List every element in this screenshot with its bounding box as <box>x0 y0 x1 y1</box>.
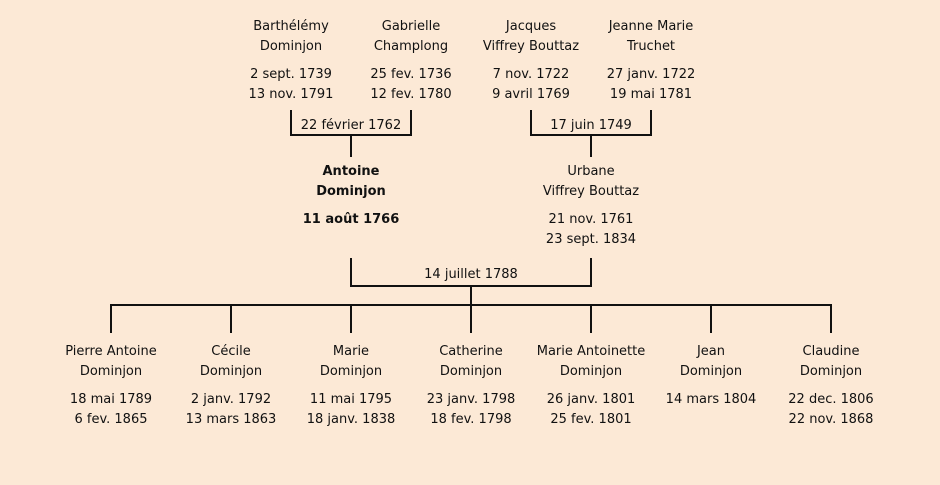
person-first-name: Marie <box>332 344 370 359</box>
person-death-date: 12 fev. 1780 <box>370 87 452 102</box>
person-death-date: 6 fev. 1865 <box>74 412 148 427</box>
person-death-date: 19 mai 1781 <box>609 87 693 102</box>
person-card-child: Cécile Dominjon 2 janv. 1792 13 mars 186… <box>151 342 311 430</box>
person-last-name: Dominjon <box>259 39 323 54</box>
person-card-child: Claudine Dominjon 22 dec. 1806 22 nov. 1… <box>751 342 911 430</box>
person-birth-date: 25 fev. 1736 <box>370 67 452 82</box>
person-last-name: Viffrey Bouttaz <box>542 184 640 199</box>
person-birth-date: 18 mai 1789 <box>69 392 153 407</box>
person-last-name: Dominjon <box>199 364 263 379</box>
person-death-date: 18 janv. 1838 <box>306 412 396 427</box>
person-card-child: Catherine Dominjon 23 janv. 1798 18 fev.… <box>391 342 551 430</box>
person-last-name: Viffrey Bouttaz <box>482 39 580 54</box>
person-card-grandmother-champlong: Gabrielle Champlong 25 fev. 1736 12 fev.… <box>331 17 491 105</box>
person-last-name: Dominjon <box>799 364 863 379</box>
person-card-grandmother-truchet: Jeanne Marie Truchet 27 janv. 1722 19 ma… <box>571 17 731 105</box>
person-first-name: Antoine <box>322 164 380 179</box>
person-death-date: 13 nov. 1791 <box>248 87 334 102</box>
person-death-date: 18 fev. 1798 <box>430 412 512 427</box>
person-birth-date: 11 mai 1795 <box>309 392 393 407</box>
person-card-child: Jean Dominjon 14 mars 1804 <box>631 342 791 410</box>
person-birth-date: 7 nov. 1722 <box>492 67 570 82</box>
person-card-child: Marie Dominjon 11 mai 1795 18 janv. 1838 <box>271 342 431 430</box>
person-card-antoine-dominjon: Antoine Dominjon 11 août 1766 <box>271 162 431 230</box>
person-first-name: Pierre Antoine <box>65 344 157 359</box>
person-first-name: Urbane <box>567 164 615 179</box>
person-card-child: Pierre Antoine Dominjon 18 mai 1789 6 fe… <box>31 342 191 430</box>
person-birth-date: 2 janv. 1792 <box>190 392 272 407</box>
person-first-name: Jean <box>696 344 726 359</box>
person-first-name: Jeanne Marie <box>608 19 694 34</box>
person-birth-date: 14 mars 1804 <box>665 392 757 407</box>
person-birth-date: 22 dec. 1806 <box>788 392 874 407</box>
person-last-name: Dominjon <box>79 364 143 379</box>
person-card-grandfather-dominjon: Barthélémy Dominjon 2 sept. 1739 13 nov.… <box>211 17 371 105</box>
person-last-name: Champlong <box>373 39 449 54</box>
person-last-name: Dominjon <box>559 364 623 379</box>
person-death-date: 9 avril 1769 <box>492 87 570 102</box>
marriage-date-label: 22 février 1762 <box>300 118 402 133</box>
person-first-name: Catherine <box>439 344 503 359</box>
person-first-name: Jacques <box>505 19 557 34</box>
person-last-name: Truchet <box>626 39 676 54</box>
person-last-name: Dominjon <box>316 184 386 199</box>
marriage-date-label: 14 juillet 1788 <box>424 267 518 282</box>
person-birth-date: 27 janv. 1722 <box>606 67 696 82</box>
person-first-name: Claudine <box>802 344 860 359</box>
person-last-name: Dominjon <box>439 364 503 379</box>
person-first-name: Barthélémy <box>253 19 329 34</box>
person-death-date: 25 fev. 1801 <box>550 412 632 427</box>
person-card-child: Marie Antoinette Dominjon 26 janv. 1801 … <box>511 342 671 430</box>
person-death-date: 22 nov. 1868 <box>788 412 874 427</box>
person-birth-date: 2 sept. 1739 <box>250 67 332 82</box>
person-last-name: Dominjon <box>319 364 383 379</box>
person-birth-date: 26 janv. 1801 <box>546 392 636 407</box>
person-first-name: Gabrielle <box>381 19 441 34</box>
person-first-name: Cécile <box>211 344 251 359</box>
person-card-grandfather-viffrey-bouttaz: Jacques Viffrey Bouttaz 7 nov. 1722 9 av… <box>451 17 611 105</box>
person-death-date: 23 sept. 1834 <box>545 232 637 247</box>
person-first-name: Marie Antoinette <box>536 344 646 359</box>
person-birth-date: 21 nov. 1761 <box>548 212 634 227</box>
person-birth-date: 23 janv. 1798 <box>426 392 516 407</box>
person-birth-date: 11 août 1766 <box>302 212 400 227</box>
person-last-name: Dominjon <box>679 364 743 379</box>
person-card-urbane-viffrey-bouttaz: Urbane Viffrey Bouttaz 21 nov. 1761 23 s… <box>511 162 671 250</box>
marriage-date-label: 17 juin 1749 <box>550 118 632 133</box>
person-death-date: 13 mars 1863 <box>185 412 277 427</box>
